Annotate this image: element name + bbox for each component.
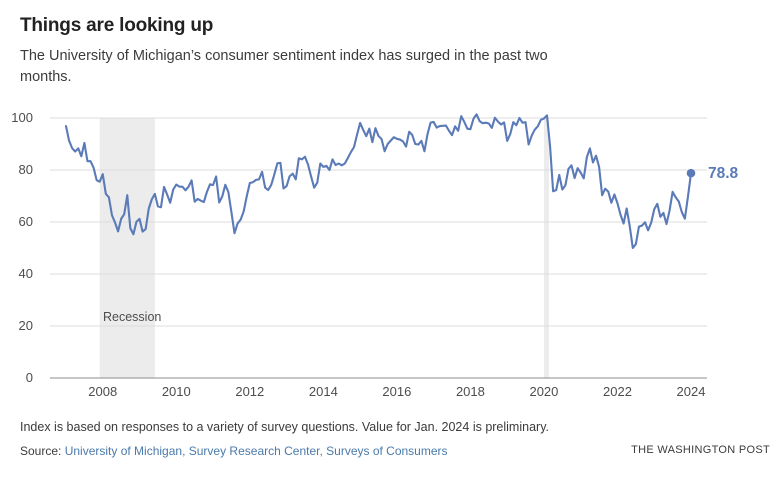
svg-text:20: 20 [19, 318, 33, 333]
svg-text:40: 40 [19, 266, 33, 281]
svg-text:2008: 2008 [88, 384, 117, 399]
svg-text:2024: 2024 [677, 384, 706, 399]
svg-text:Recession: Recession [103, 310, 161, 324]
svg-text:2020: 2020 [529, 384, 558, 399]
svg-text:2012: 2012 [235, 384, 264, 399]
svg-text:0: 0 [26, 370, 33, 385]
svg-text:80: 80 [19, 162, 33, 177]
svg-text:78.8: 78.8 [708, 165, 739, 182]
svg-text:60: 60 [19, 214, 33, 229]
svg-text:2010: 2010 [162, 384, 191, 399]
svg-text:2014: 2014 [309, 384, 338, 399]
svg-text:2016: 2016 [382, 384, 411, 399]
svg-text:2022: 2022 [603, 384, 632, 399]
svg-text:100: 100 [11, 110, 33, 125]
svg-text:2018: 2018 [456, 384, 485, 399]
